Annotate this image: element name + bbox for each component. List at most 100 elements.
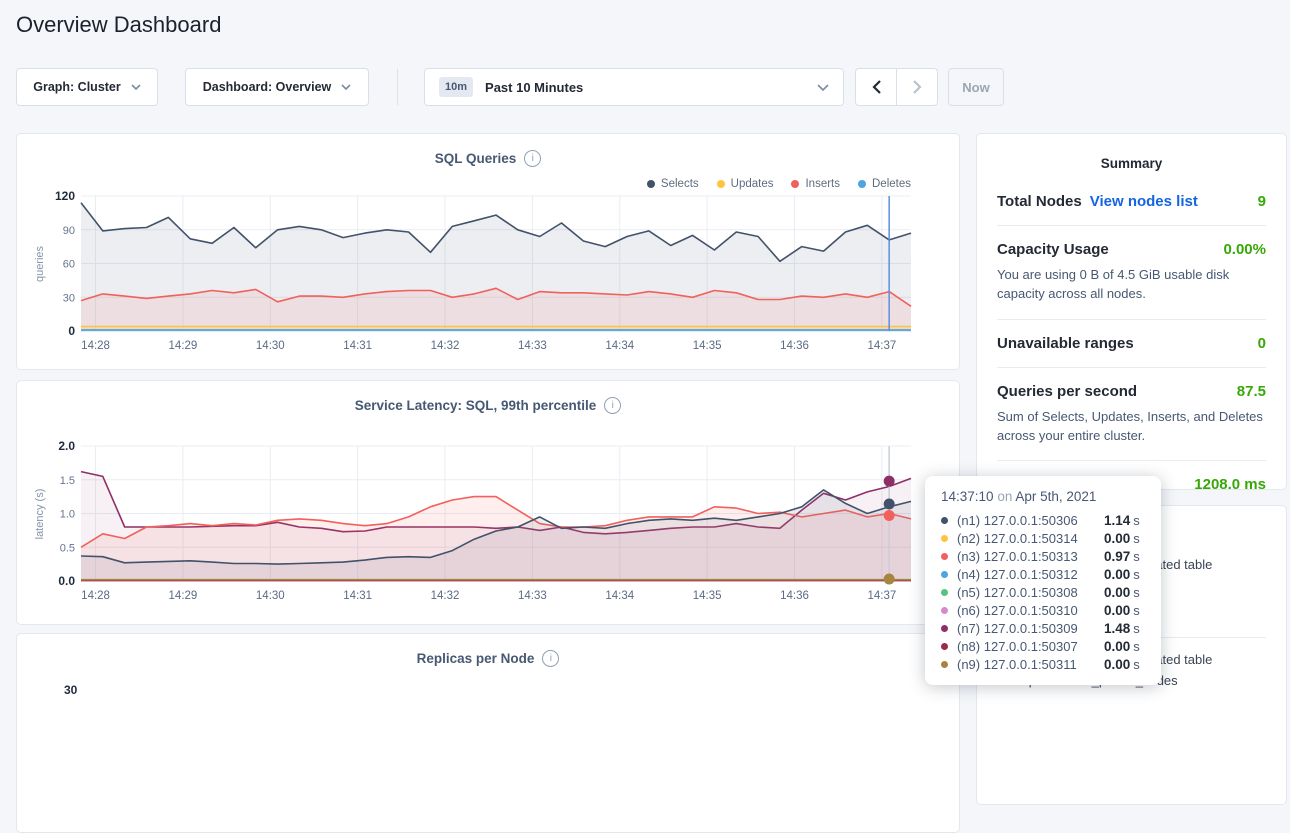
node-latency-value: 0.00 [1104, 639, 1130, 654]
x-axis-tick: 14:35 [693, 340, 722, 352]
summary-row: Capacity Usage 0.00% You are using 0 B of … [997, 241, 1266, 304]
info-icon[interactable]: i [542, 650, 559, 667]
y-axis-tick: 30 [64, 683, 77, 697]
x-axis-tick: 14:37 [867, 590, 896, 602]
x-axis-tick: 14:35 [693, 590, 722, 602]
node-color-dot [941, 607, 948, 614]
x-axis-tick: 14:31 [343, 340, 372, 352]
dashboard-dropdown-label: Dashboard: Overview [203, 80, 332, 94]
node-address: (n4) 127.0.0.1:50312 [957, 567, 1104, 582]
y-axis-tick: 0.0 [58, 574, 75, 588]
node-latency-value: 1.14 [1104, 513, 1130, 528]
x-axis-tick: 14:32 [431, 340, 460, 352]
now-button-label: Now [962, 80, 989, 95]
y-axis-tick: 30 [63, 292, 75, 304]
time-pager [855, 68, 938, 106]
summary-row-label: Unavailable ranges [997, 335, 1134, 352]
y-axis-tick: 60 [63, 259, 75, 271]
summary-row-description: You are using 0 B of 4.5 GiB usable disk… [997, 266, 1266, 304]
service-latency-chart[interactable]: 2.01.51.00.50.014:2814:2914:3014:3114:32… [37, 436, 957, 608]
x-axis-tick: 14:36 [780, 590, 809, 602]
summary-panel: Summary Total Nodes View nodes list 9 Capac… [976, 133, 1287, 490]
tooltip-node-row: (n9) 127.0.0.1:503110.00s [941, 655, 1145, 673]
node-latency-value: 0.00 [1104, 531, 1130, 546]
node-latency-unit: s [1133, 639, 1140, 654]
replicas-per-node-panel: Replicas per Node i 30 [16, 633, 960, 833]
node-address: (n7) 127.0.0.1:50309 [957, 621, 1104, 636]
hover-point [884, 510, 895, 521]
y-axis-tick: 120 [55, 189, 75, 203]
now-button[interactable]: Now [948, 68, 1004, 106]
controls-row: Graph: Cluster Dashboard: Overview 10m P… [16, 68, 1004, 106]
node-address: (n3) 127.0.0.1:50313 [957, 549, 1104, 564]
info-icon[interactable]: i [524, 150, 541, 167]
summary-row-value: 1208.0 ms [1194, 476, 1266, 493]
node-latency-unit: s [1133, 585, 1140, 600]
summary-divider [997, 225, 1266, 226]
summary-row-value: 9 [1258, 193, 1266, 210]
y-axis-tick: 90 [63, 225, 75, 237]
time-range-label: Past 10 Minutes [485, 80, 805, 95]
dashboard-dropdown[interactable]: Dashboard: Overview [185, 68, 369, 106]
summary-row-value: 0.00% [1223, 241, 1266, 258]
tooltip-timestamp: 14:37:10 on Apr 5th, 2021 [941, 489, 1145, 504]
x-axis-tick: 14:34 [605, 340, 634, 352]
x-axis-tick: 14:37 [867, 340, 896, 352]
node-latency-value: 1.48 [1104, 621, 1130, 636]
x-axis-tick: 14:33 [518, 590, 547, 602]
node-color-dot [941, 571, 948, 578]
y-axis-tick: 1.0 [60, 509, 75, 521]
node-latency-unit: s [1133, 549, 1140, 564]
service-latency-panel: Service Latency: SQL, 99th percentile i … [16, 380, 960, 625]
y-axis-tick: 0 [68, 324, 75, 338]
node-latency-value: 0.00 [1104, 567, 1130, 582]
node-latency-unit: s [1133, 621, 1140, 636]
chart-hover-tooltip: 14:37:10 on Apr 5th, 2021 (n1) 127.0.0.1… [925, 476, 1161, 685]
graph-dropdown-label: Graph: Cluster [33, 80, 121, 94]
tooltip-node-row: (n1) 127.0.0.1:503061.14s [941, 511, 1145, 529]
service-latency-title: Service Latency: SQL, 99th percentile [355, 398, 597, 413]
node-latency-value: 0.00 [1104, 585, 1130, 600]
time-range-badge: 10m [439, 77, 473, 97]
replicas-per-node-title: Replicas per Node [417, 651, 535, 666]
summary-row: Total Nodes View nodes list 9 [997, 193, 1266, 210]
summary-row-label: Total Nodes [997, 193, 1082, 210]
x-axis-tick: 14:30 [256, 590, 285, 602]
time-range-selector[interactable]: 10m Past 10 Minutes [424, 68, 844, 106]
node-latency-unit: s [1133, 657, 1140, 672]
node-latency-value: 0.00 [1104, 603, 1130, 618]
summary-title: Summary [997, 156, 1266, 171]
summary-row-value: 0 [1258, 335, 1266, 352]
next-time-button[interactable] [896, 69, 937, 105]
y-axis-tick: 1.5 [60, 475, 75, 487]
node-address: (n1) 127.0.0.1:50306 [957, 513, 1104, 528]
tooltip-node-row: (n5) 127.0.0.1:503080.00s [941, 583, 1145, 601]
x-axis-tick: 14:34 [605, 590, 634, 602]
sql-queries-chart[interactable]: 120906030014:2814:2914:3014:3114:3214:33… [37, 186, 957, 358]
graph-dropdown[interactable]: Graph: Cluster [16, 68, 158, 106]
x-axis-tick: 14:32 [431, 590, 460, 602]
summary-row-label: Capacity Usage [997, 241, 1109, 258]
info-icon[interactable]: i [604, 397, 621, 414]
chevron-down-icon [131, 84, 141, 90]
summary-row: Unavailable ranges 0 [997, 335, 1266, 352]
summary-row-description: Sum of Selects, Updates, Inserts, and De… [997, 408, 1266, 446]
tooltip-node-row: (n3) 127.0.0.1:503130.97s [941, 547, 1145, 565]
summary-divider [997, 460, 1266, 461]
node-latency-unit: s [1133, 531, 1140, 546]
view-nodes-list-link[interactable]: View nodes list [1090, 193, 1198, 210]
chevron-right-icon [913, 80, 922, 94]
summary-row-value: 87.5 [1237, 383, 1266, 400]
node-latency-value: 0.00 [1104, 657, 1130, 672]
x-axis-tick: 14:30 [256, 340, 285, 352]
node-latency-unit: s [1133, 567, 1140, 582]
summary-divider [997, 319, 1266, 320]
summary-row-line: Total Nodes View nodes list 9 [997, 193, 1266, 210]
tooltip-node-row: (n6) 127.0.0.1:503100.00s [941, 601, 1145, 619]
overview-dashboard-page: { "page": { "title": "Overview Dashboard… [0, 0, 1290, 689]
x-axis-tick: 14:29 [169, 340, 198, 352]
x-axis-tick: 14:31 [343, 590, 372, 602]
prev-time-button[interactable] [856, 69, 896, 105]
node-latency-value: 0.97 [1104, 549, 1130, 564]
sql-queries-panel: SQL Queries i SelectsUpdatesInsertsDelet… [16, 133, 960, 370]
